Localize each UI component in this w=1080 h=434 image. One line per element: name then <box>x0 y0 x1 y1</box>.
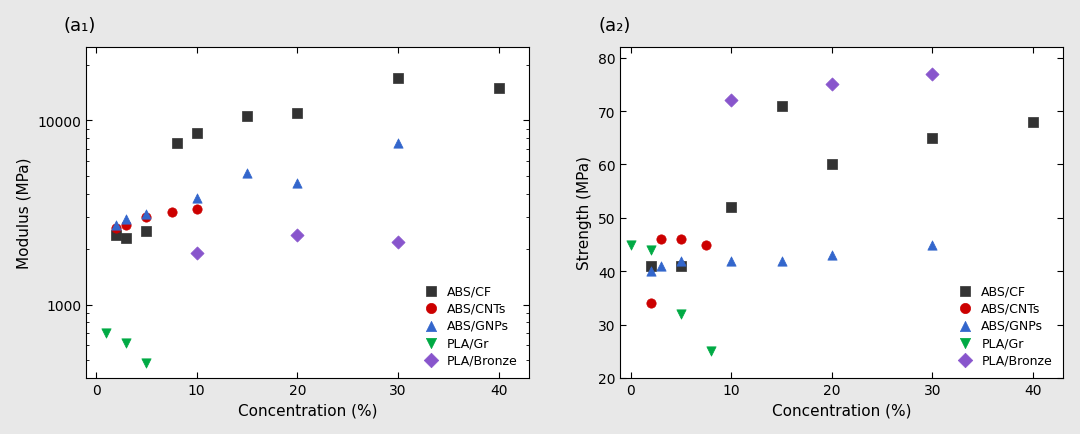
ABS/CNTs <box>698 241 715 248</box>
ABS/CF <box>167 141 185 148</box>
ABS/CF <box>138 228 156 235</box>
PLA/Gr <box>97 330 114 337</box>
ABS/GNPs <box>188 195 205 202</box>
Text: (a₁): (a₁) <box>64 17 96 35</box>
ABS/CF <box>239 114 256 121</box>
ABS/GNPs <box>672 257 689 264</box>
ABS/CF <box>723 204 740 211</box>
ABS/GNPs <box>239 170 256 177</box>
ABS/GNPs <box>389 141 406 148</box>
ABS/GNPs <box>118 217 135 224</box>
ABS/CF <box>642 263 659 270</box>
ABS/CF <box>288 110 306 117</box>
ABS/GNPs <box>773 257 791 264</box>
ABS/CNTs <box>108 225 125 232</box>
PLA/Bronze <box>723 98 740 105</box>
PLA/Bronze <box>823 82 840 89</box>
PLA/Bronze <box>923 71 941 78</box>
PLA/Gr <box>642 247 659 254</box>
Legend: ABS/CF, ABS/CNTs, ABS/GNPs, PLA/Gr, PLA/Bronze: ABS/CF, ABS/CNTs, ABS/GNPs, PLA/Gr, PLA/… <box>947 279 1057 372</box>
PLA/Gr <box>118 339 135 346</box>
PLA/Gr <box>672 311 689 318</box>
ABS/CF <box>923 135 941 142</box>
ABS/CF <box>773 103 791 110</box>
ABS/GNPs <box>923 241 941 248</box>
ABS/GNPs <box>108 222 125 229</box>
ABS/CNTs <box>163 209 180 216</box>
ABS/CF <box>672 263 689 270</box>
ABS/CF <box>823 161 840 168</box>
ABS/CNTs <box>138 214 156 220</box>
ABS/CNTs <box>672 236 689 243</box>
ABS/CNTs <box>118 222 135 229</box>
Legend: ABS/CF, ABS/CNTs, ABS/GNPs, PLA/Gr, PLA/Bronze: ABS/CF, ABS/CNTs, ABS/GNPs, PLA/Gr, PLA/… <box>413 279 523 372</box>
PLA/Gr <box>622 241 639 248</box>
ABS/CNTs <box>652 236 670 243</box>
ABS/CF <box>118 235 135 242</box>
ABS/GNPs <box>138 211 156 218</box>
ABS/CF <box>490 85 508 92</box>
Text: (a₂): (a₂) <box>598 17 631 35</box>
PLA/Gr <box>702 348 719 355</box>
ABS/GNPs <box>288 180 306 187</box>
PLA/Bronze <box>389 239 406 246</box>
ABS/CNTs <box>188 206 205 213</box>
ABS/GNPs <box>823 252 840 259</box>
ABS/CF <box>188 131 205 138</box>
Y-axis label: Modulus (MPa): Modulus (MPa) <box>16 158 31 269</box>
X-axis label: Concentration (%): Concentration (%) <box>772 402 912 418</box>
ABS/GNPs <box>723 257 740 264</box>
PLA/Gr <box>138 360 156 367</box>
PLA/Bronze <box>288 232 306 239</box>
PLA/Bronze <box>188 250 205 257</box>
ABS/CF <box>1025 119 1042 126</box>
ABS/GNPs <box>642 268 659 275</box>
ABS/CF <box>389 75 406 82</box>
ABS/CF <box>108 232 125 239</box>
Y-axis label: Strength (MPa): Strength (MPa) <box>578 156 593 270</box>
X-axis label: Concentration (%): Concentration (%) <box>238 402 377 418</box>
ABS/GNPs <box>652 263 670 270</box>
ABS/CNTs <box>642 300 659 307</box>
